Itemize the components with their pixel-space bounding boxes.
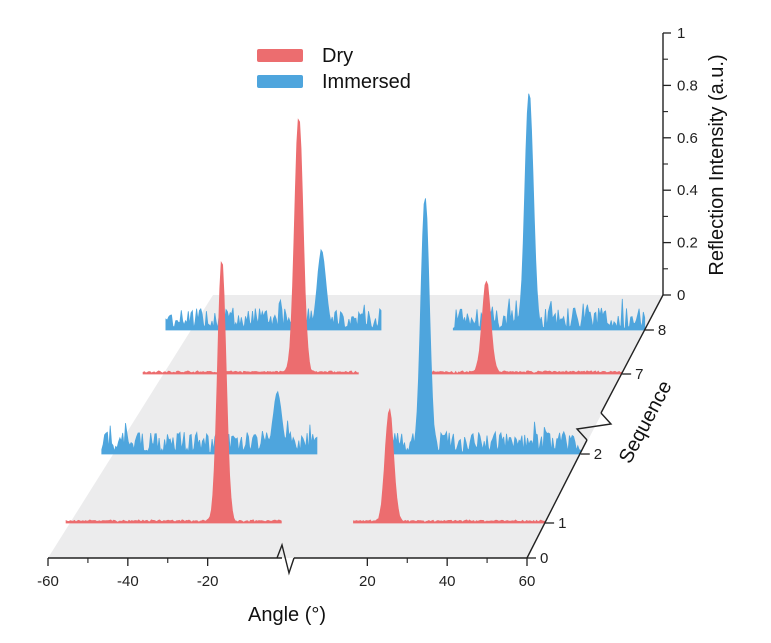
- series-seq-8-immersed: [452, 93, 646, 331]
- sequence-axis-line-low: [526, 439, 588, 559]
- x-axis: -60 -40 -20 20 40 60: [37, 542, 536, 590]
- y-tick-label: 0.6: [677, 130, 698, 147]
- series-seq-7-dry: [142, 118, 359, 375]
- y-tick-label: 0.2: [677, 235, 698, 252]
- series-seq-2-immersed: [101, 390, 318, 455]
- series-seq-2-immersed: [388, 198, 581, 455]
- x-tick-label: -60: [37, 573, 59, 590]
- x-tick-label: 20: [359, 573, 376, 590]
- legend: Dry Immersed: [257, 45, 411, 93]
- series-seq-1-dry: [353, 407, 546, 524]
- sequence-tick-label: 1: [558, 515, 566, 532]
- series-seq-1-dry: [65, 260, 282, 524]
- series-seq-7-dry: [430, 280, 623, 375]
- y-tick-label: 1: [677, 25, 685, 42]
- y-tick-label: 0.8: [677, 77, 698, 94]
- sequence-axis: 0 1 2 7 8: [526, 294, 666, 567]
- sequence-axis-line-high: [600, 294, 664, 414]
- y-axis: 0 0.2 0.4 0.6 0.8 1: [662, 25, 698, 304]
- x-axis-break-mark: [276, 542, 295, 576]
- sequence-axis-title: Sequence: [615, 377, 677, 467]
- series-layer: [65, 93, 646, 524]
- floor-plane: [48, 295, 663, 558]
- x-axis-title: Angle (°): [248, 604, 326, 626]
- sequence-tick-label: 8: [658, 322, 666, 339]
- sequence-tick-label: 2: [594, 446, 602, 463]
- x-tick-label: 60: [519, 573, 536, 590]
- watermark-logo-icon: [13, 619, 29, 635]
- series-seq-8-immersed: [165, 248, 382, 331]
- sequence-tick-label: 7: [635, 366, 643, 383]
- x-tick-label: 40: [439, 573, 456, 590]
- watermark-text: 六卿跨境: [34, 620, 78, 634]
- x-tick-label: -20: [197, 573, 219, 590]
- legend-swatch-immersed: [257, 75, 303, 88]
- sequence-axis-break-mark: [575, 412, 613, 441]
- y-tick-label: 0: [677, 287, 685, 304]
- sequence-tick-label: 0: [540, 550, 548, 567]
- legend-label-immersed: Immersed: [322, 71, 411, 93]
- legend-swatch-dry: [257, 49, 303, 62]
- legend-label-dry: Dry: [322, 45, 353, 67]
- x-tick-label: -40: [117, 573, 139, 590]
- watermark: 六卿跨境: [13, 619, 78, 635]
- y-tick-label: 0.4: [677, 182, 698, 199]
- y-axis-title: Reflection Intensity (a.u.): [706, 54, 728, 275]
